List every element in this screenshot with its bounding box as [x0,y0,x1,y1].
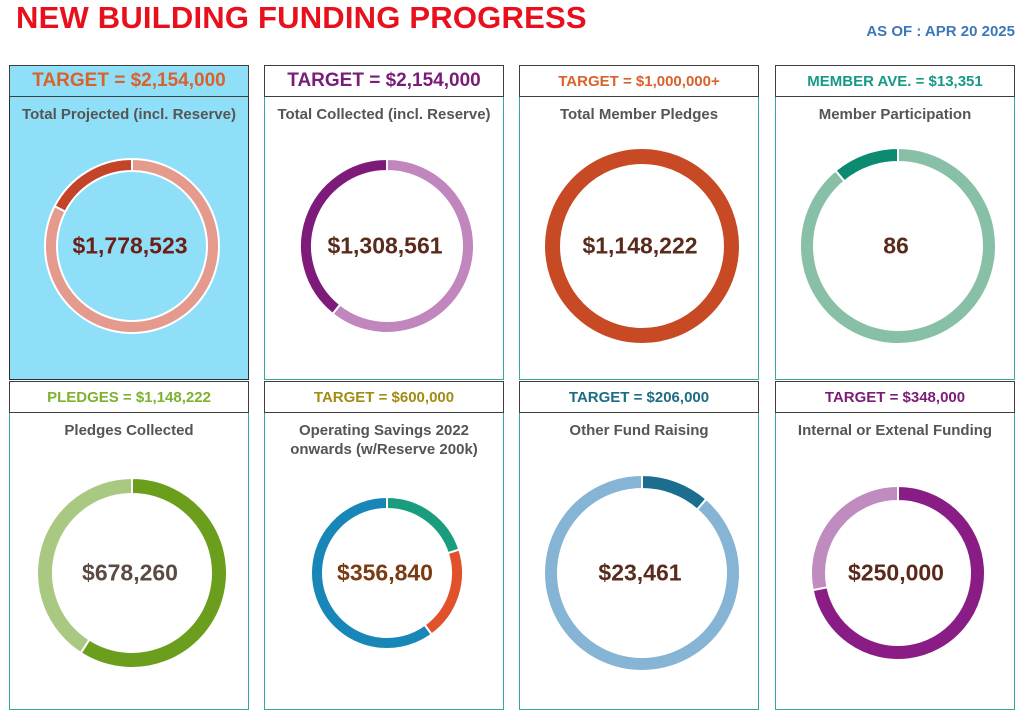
panel-target-label: TARGET = $348,000 [775,381,1015,413]
panel-title: Other Fund Raising [569,422,709,439]
panel-body: Internal or Extenal Funding $250,000 [775,413,1015,710]
donut-chart [543,473,741,672]
donut-slice [310,495,434,650]
donut-slice [53,157,133,214]
kpi-panel: MEMBER AVE. = $13,351 Member Participatio… [775,65,1015,380]
donut-chart [299,157,475,334]
panel-target-label: TARGET = $2,154,000 [9,65,249,97]
donut-slice [299,157,388,316]
donut-slice [44,157,220,334]
donut-chart [810,484,986,661]
donut-center-value: 86 [883,232,909,259]
donut-chart [799,146,997,345]
panel-target-label: PLEDGES = $1,148,222 [9,381,249,413]
donut-chart [310,495,464,650]
donut-center-value: $23,461 [598,559,682,586]
donut-slice [545,149,739,343]
page-title: NEW BUILDING FUNDING PROGRESS [16,0,587,35]
kpi-panel: TARGET = $1,000,000+ Total Member Pledges… [519,65,759,380]
donut-slice [36,476,133,655]
panel-target-label: TARGET = $206,000 [519,381,759,413]
panel-body: Total Member Pledges $1,148,222 [519,97,759,380]
panel-body: Member Participation 86 [775,97,1015,380]
panel-title: Total Projected (incl. Reserve) [22,106,236,123]
donut-slice [641,473,708,512]
kpi-panel: PLEDGES = $1,148,222 Pledges Collected $67… [9,381,249,710]
as-of-date: AS OF : APR 20 2025 [866,23,1015,40]
donut-center-value: $1,148,222 [582,232,698,259]
donut-center-value: $356,840 [337,559,433,586]
panel-title: Pledges Collected [64,422,194,439]
panel-target-label: TARGET = $2,154,000 [264,65,504,97]
donut-center-value: $1,778,523 [72,232,188,259]
kpi-panel: TARGET = $348,000 Internal or Extenal Fun… [775,381,1015,710]
panel-body: Total Projected (incl. Reserve) $1,778,52… [9,97,249,380]
donut-center-value: $250,000 [848,559,944,586]
donut-slice [810,484,899,592]
kpi-panel: TARGET = $2,154,000 Total Projected (incl… [9,65,249,380]
donut-center-value: $1,308,561 [327,232,443,259]
donut-slice [386,495,461,555]
donut-chart [36,476,228,669]
panel-body: Operating Savings 2022 onwards (w/Reserv… [264,413,504,710]
panel-body: Pledges Collected $678,260 [9,413,249,710]
panel-title: Total Collected (incl. Reserve) [277,106,491,123]
kpi-panel: TARGET = $206,000 Other Fund Raising $23,4… [519,381,759,710]
panel-target-label: MEMBER AVE. = $13,351 [775,65,1015,97]
panel-body: Total Collected (incl. Reserve) $1,308,56… [264,97,504,380]
donut-chart [44,157,220,334]
panel-title: Member Participation [818,106,972,123]
donut-slice [799,146,997,345]
donut-slice [543,473,741,672]
donut-slice [834,146,899,183]
donut-slice [811,484,986,661]
kpi-panel: TARGET = $2,154,000 Total Collected (incl… [264,65,504,380]
panel-title: Internal or Extenal Funding [797,422,993,439]
panel-title: Total Member Pledges [559,106,719,123]
panel-target-label: TARGET = $1,000,000+ [519,65,759,97]
panel-body: Other Fund Raising $23,461 [519,413,759,710]
panel-target-label: TARGET = $600,000 [264,381,504,413]
donut-center-value: $678,260 [82,559,178,586]
donut-chart [545,149,739,343]
kpi-panel: TARGET = $600,000 Operating Savings 2022 … [264,381,504,710]
panel-title: Operating Savings 2022 onwards (w/Reserv… [290,422,478,458]
